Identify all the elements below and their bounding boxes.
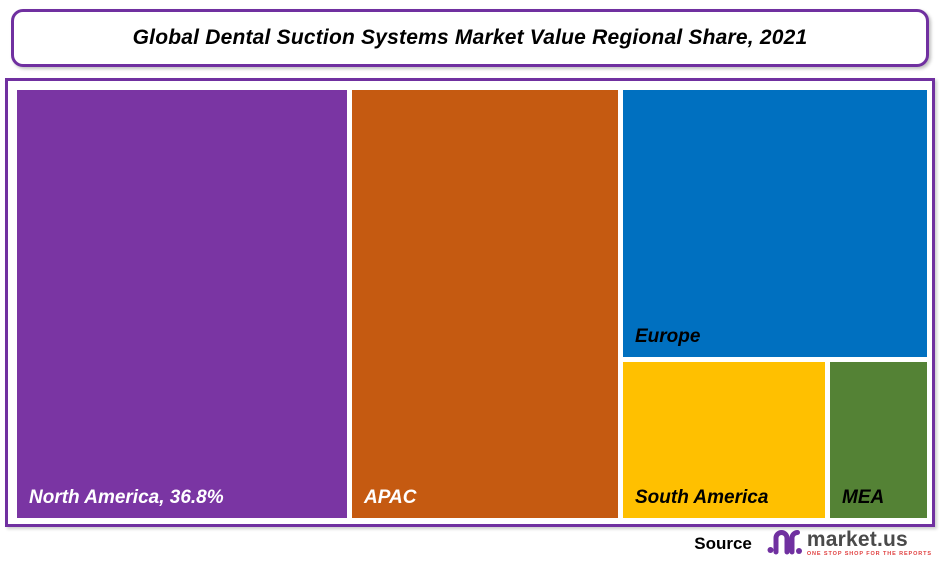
marketus-logo-text-block: market.us ONE STOP SHOP FOR THE REPORTS (807, 529, 932, 558)
marketus-logo-tagline: ONE STOP SHOP FOR THE REPORTS (806, 551, 932, 558)
source-label: Source (694, 533, 752, 553)
treemap-tile-europe: Europe (623, 90, 927, 357)
treemap-tile-apac: APAC (352, 90, 618, 518)
treemap-tile-south-america: South America (623, 362, 825, 518)
treemap-chart: North America, 36.8% APAC Europe South A… (5, 78, 935, 527)
marketus-logo: market.us ONE STOP SHOP FOR THE REPORTS (766, 525, 932, 562)
treemap-tile-mea: MEA (830, 362, 927, 518)
page-title: Global Dental Suction Systems Market Val… (132, 26, 808, 49)
treemap-plot-area: North America, 36.8% APAC Europe South A… (17, 90, 927, 518)
tile-label-apac: APAC (364, 487, 417, 508)
chart-title-box: Global Dental Suction Systems Market Val… (11, 9, 929, 67)
tile-label-south-america: South America (635, 487, 769, 508)
footer: Source market.us ONE STOP SHOP FOR THE R… (694, 525, 932, 562)
marketus-logo-icon (766, 525, 802, 562)
tile-label-europe: Europe (635, 326, 701, 347)
tile-label-north-america: North America, 36.8% (29, 487, 224, 508)
marketus-logo-text: market.us (806, 528, 908, 552)
treemap-tile-north-america: North America, 36.8% (17, 90, 347, 518)
tile-label-mea: MEA (842, 487, 885, 508)
